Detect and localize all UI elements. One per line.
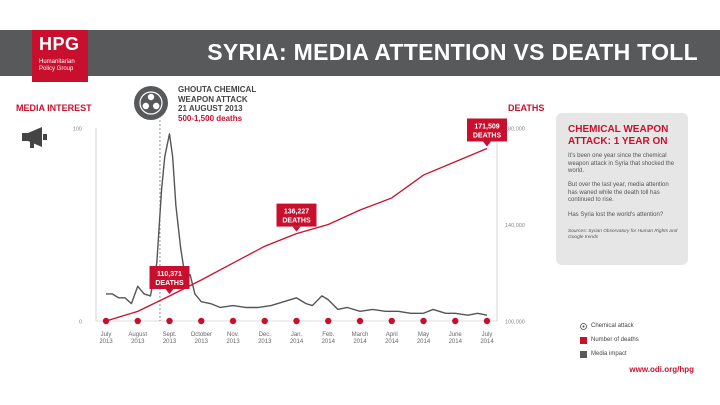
death-callout-pointer [292,226,301,232]
death-callout-label: DEATHS [282,218,311,225]
x-tick-year: 2014 [417,339,431,345]
header-bar [0,30,720,76]
info-paragraph-3: Has Syria lost the world's attention? [568,212,664,218]
right-tick-label: 100,000 [505,320,525,326]
chemical-attack-marker [134,86,168,120]
month-marker [420,317,427,325]
logo-subtitle: Humanitarian Policy Group [39,59,75,73]
x-tick-year: 2014 [290,339,304,345]
month-marker [102,317,110,325]
x-tick-label: Dec. [259,332,272,338]
left-axis-title: MEDIA INTEREST [16,103,92,113]
x-tick-year: 2013 [195,339,209,345]
x-tick-year: 2013 [99,339,113,345]
x-tick-label: July [101,332,112,338]
info-paragraph-1: It's been one year since the chemical we… [568,153,675,174]
logo-sub-line2: Policy Group [39,66,74,72]
biohazard-icon [139,91,163,115]
x-tick-label: June [449,332,463,338]
attack-line4: 500-1,500 deaths [178,113,243,123]
x-tick-year: 2013 [131,339,145,345]
x-tick-label: August [128,332,147,338]
x-tick-year: 2013 [258,339,272,345]
legend-chemical: Chemical attack [591,323,634,329]
left-tick-label: 100 [73,127,82,133]
month-marker [261,317,268,325]
death-callout-pointer [483,141,491,147]
month-marker [229,317,237,325]
x-tick-label: Nov. [227,332,239,338]
month-marker [198,317,205,325]
x-tick-year: 2013 [163,339,177,345]
x-tick-label: Sept. [162,332,176,338]
x-tick-label: May [418,332,429,338]
month-marker [483,317,491,325]
attack-annotation: GHOUTA CHEMICAL WEAPON ATTACK 21 AUGUST … [178,85,256,123]
right-axis-title: DEATHS [508,103,545,113]
logo-text: HPG [39,34,80,54]
death-callout-label: DEATHS [473,132,502,139]
death-callout-box [276,203,317,227]
legend-biohazard-icon [580,323,587,330]
footer-url[interactable]: www.odi.org/hpg [629,365,694,374]
x-tick-year: 2013 [226,339,240,345]
x-tick-label: Feb. [322,332,334,338]
attack-line3: 21 AUGUST 2013 [178,104,243,113]
death-callout-box [149,265,190,289]
left-tick-label: 0 [79,320,82,326]
x-tick-year: 2014 [449,339,463,345]
right-tick-label: 140,000 [505,223,525,229]
x-tick-label: March [352,332,369,338]
logo-sub-line1: Humanitarian [39,59,75,65]
info-title-line2: ATTACK: 1 YEAR ON [568,136,668,147]
legend-deaths: Number of deaths [591,337,639,343]
info-title-line1: CHEMICAL WEAPON [568,124,669,135]
month-marker [356,317,364,325]
legend-media: Media impact [591,351,627,357]
info-sources: Sources: Syrian Observatory for Human Ri… [568,229,678,240]
death-callout-value: 110,371 [157,271,182,278]
death-callout-label: DEATHS [155,280,184,287]
death-callout-pointer [165,288,174,294]
death-callout-value: 171,509 [474,123,499,130]
deaths-line [105,147,488,322]
info-title: CHEMICAL WEAPON ATTACK: 1 YEAR ON [568,124,684,148]
month-marker [293,317,300,325]
legend-media-swatch [580,351,587,358]
x-tick-label: October [191,332,212,338]
hpg-logo: HPG Humanitarian Policy Group [32,30,88,82]
attack-line2: WEAPON ATTACK [178,94,248,104]
death-callout-box [467,118,507,142]
attack-line1: GHOUTA CHEMICAL [178,85,257,94]
x-tick-year: 2014 [385,339,399,345]
x-tick-label: April [386,332,398,338]
info-box: CHEMICAL WEAPON ATTACK: 1 YEAR ON It's b… [556,113,688,265]
info-paragraph-2: But over the last year, media attention … [568,182,669,203]
month-marker [134,317,141,325]
megaphone-icon [22,127,47,148]
month-marker [452,317,459,325]
death-callout-value: 136,227 [284,209,309,216]
month-marker [325,317,332,325]
month-marker [166,317,173,325]
legend-deaths-swatch [580,337,587,344]
x-tick-label: July [482,332,493,338]
x-tick-year: 2014 [353,339,367,345]
x-tick-label: Jan. [291,332,303,338]
x-tick-year: 2014 [480,339,494,345]
right-tick-label: 180,000 [505,127,525,133]
month-marker [388,317,395,325]
page-title: SYRIA: MEDIA ATTENTION VS DEATH TOLL [207,39,698,65]
x-tick-year: 2014 [322,339,336,345]
